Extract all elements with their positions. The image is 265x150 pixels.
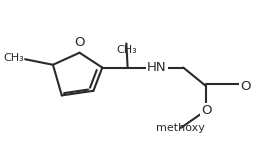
Text: O: O xyxy=(201,104,211,117)
Text: O: O xyxy=(74,36,85,49)
Text: methoxy: methoxy xyxy=(156,123,205,133)
Text: CH₃: CH₃ xyxy=(116,45,137,55)
Text: O: O xyxy=(240,80,251,93)
Text: CH₃: CH₃ xyxy=(3,53,24,63)
Text: HN: HN xyxy=(147,61,166,74)
